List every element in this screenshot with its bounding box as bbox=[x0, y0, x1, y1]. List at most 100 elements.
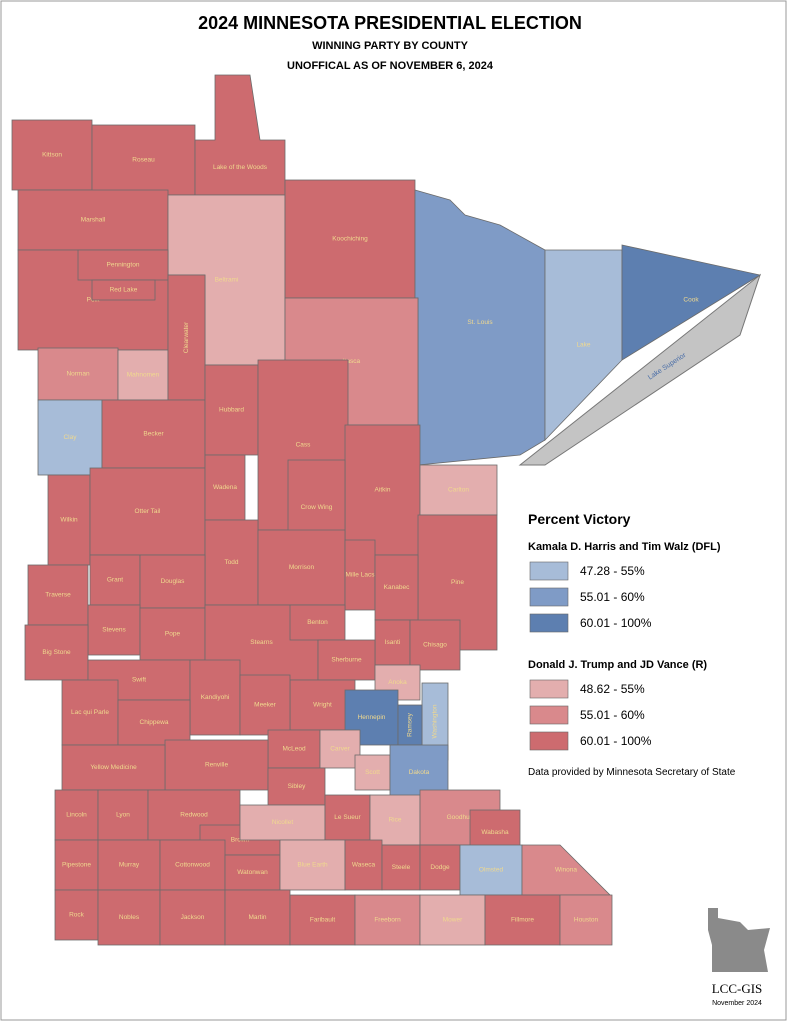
county-label: Swift bbox=[132, 677, 146, 684]
county-label: Goodhue bbox=[447, 814, 474, 821]
county-label: Fillmore bbox=[511, 917, 534, 924]
county-shape bbox=[204, 519, 259, 606]
county-shape bbox=[374, 619, 411, 666]
lake-superior bbox=[518, 273, 762, 466]
legend-label: 55.01 - 60% bbox=[580, 708, 645, 722]
county-shape bbox=[267, 767, 326, 806]
county-label: Itasca bbox=[343, 358, 361, 365]
county-shape bbox=[97, 889, 161, 946]
county-label: Stevens bbox=[102, 627, 126, 634]
county-label: Dodge bbox=[430, 864, 450, 871]
county-label: Yellow Medicine bbox=[90, 764, 137, 771]
county-label: Murray bbox=[119, 862, 140, 869]
legend-label: 47.28 - 55% bbox=[580, 564, 645, 578]
county-label: Cass bbox=[296, 442, 312, 449]
logo-date: November 2024 bbox=[712, 1000, 762, 1007]
county-label: Lincoln bbox=[66, 812, 87, 819]
county-label: Clay bbox=[63, 434, 77, 441]
legend-swatch bbox=[529, 705, 569, 725]
county-label: Olmsted bbox=[479, 867, 504, 874]
logo-name: LCC-GIS bbox=[712, 981, 763, 996]
county-shape bbox=[37, 347, 119, 401]
county-shape bbox=[267, 729, 321, 769]
county-label: Wabasha bbox=[481, 829, 509, 836]
legend-swatch bbox=[529, 731, 569, 751]
county-label: Kandiyohi bbox=[201, 694, 230, 701]
county-label: Winona bbox=[555, 867, 577, 874]
note: UNOFFICAL AS OF NOVEMBER 6, 2024 bbox=[287, 60, 494, 72]
county-label: Nobles bbox=[119, 914, 140, 921]
county-label: Kanabec bbox=[384, 584, 410, 591]
county-label: Wadena bbox=[213, 484, 237, 491]
county-label: Dakota bbox=[409, 769, 430, 776]
county-label: Morrison bbox=[289, 564, 315, 571]
county-shape bbox=[419, 844, 461, 891]
county-shape bbox=[409, 619, 461, 671]
county-label: Isanti bbox=[385, 639, 401, 646]
county-shape bbox=[204, 454, 246, 521]
county-label: Pipestone bbox=[62, 862, 91, 869]
county-label: Roseau bbox=[132, 157, 155, 164]
county-label: Carver bbox=[330, 746, 350, 753]
county-label: Marshall bbox=[81, 217, 106, 224]
county-shape bbox=[91, 279, 156, 301]
county-shape bbox=[159, 839, 226, 891]
county-label: Blue Earth bbox=[297, 862, 328, 869]
county-label: Le Sueur bbox=[334, 814, 361, 821]
county-shape bbox=[24, 624, 89, 681]
county-shape bbox=[324, 794, 371, 841]
county-shape bbox=[279, 839, 346, 891]
legend-title: Percent Victory bbox=[528, 511, 631, 527]
legend-label: 60.01 - 100% bbox=[580, 734, 652, 748]
county-shape bbox=[354, 894, 421, 946]
county-shape bbox=[397, 704, 423, 746]
county-label: McLeod bbox=[282, 746, 306, 753]
county-shape bbox=[17, 189, 169, 251]
county-shape bbox=[239, 674, 291, 736]
county-shape bbox=[97, 789, 149, 841]
county-label: Cook bbox=[683, 297, 699, 304]
county-shape bbox=[37, 399, 103, 476]
county-label: Crow Wing bbox=[301, 504, 333, 511]
legend-label: 48.62 - 55% bbox=[580, 682, 645, 696]
county-label: St. Louis bbox=[467, 319, 493, 326]
county-label: Red Lake bbox=[110, 287, 138, 294]
county-label: Mahnomen bbox=[127, 372, 160, 379]
county-label: Pine bbox=[451, 579, 464, 586]
county-label: Freeborn bbox=[374, 917, 401, 924]
county-shape bbox=[459, 844, 523, 896]
county-label: Douglas bbox=[161, 578, 186, 585]
county-label: Big Stone bbox=[42, 649, 71, 656]
legend-swatch bbox=[529, 679, 569, 699]
county-label: Rock bbox=[69, 912, 85, 919]
county-shape bbox=[61, 679, 119, 746]
legend: Kamala D. Harris and Tim Walz (DFL) 47.28… bbox=[528, 541, 721, 751]
county-label: Jackson bbox=[181, 914, 205, 921]
county-label: Hubbard bbox=[219, 407, 244, 414]
county-label: Aitkin bbox=[375, 487, 391, 494]
county-label: Waseca bbox=[352, 862, 376, 869]
county-label: Todd bbox=[224, 559, 238, 566]
county-label: Wright bbox=[313, 702, 332, 709]
county-label: Carlton bbox=[448, 487, 469, 494]
county-label: Washington bbox=[432, 704, 439, 738]
county-shape bbox=[97, 839, 161, 891]
county-label: Chisago bbox=[423, 642, 447, 649]
county-shape bbox=[54, 889, 99, 941]
county-label: Mille Lacs bbox=[346, 572, 376, 579]
county-label: Benton bbox=[307, 619, 328, 626]
county-shape bbox=[289, 604, 346, 641]
county-label: Houston bbox=[574, 917, 599, 924]
county-shape bbox=[167, 274, 206, 401]
county-shape bbox=[374, 554, 419, 621]
county-shape bbox=[381, 844, 421, 891]
title: 2024 MINNESOTA PRESIDENTIAL ELECTION bbox=[198, 13, 582, 33]
county-shape bbox=[224, 889, 291, 946]
legend-group-title: Donald J. Trump and JD Vance (R) bbox=[528, 659, 707, 671]
county-label: Pope bbox=[165, 631, 181, 638]
county-label: Scott bbox=[365, 769, 380, 776]
county-label: Becker bbox=[143, 431, 164, 438]
county-label: Wilkin bbox=[60, 517, 78, 524]
county-label: Nicollet bbox=[272, 819, 294, 826]
